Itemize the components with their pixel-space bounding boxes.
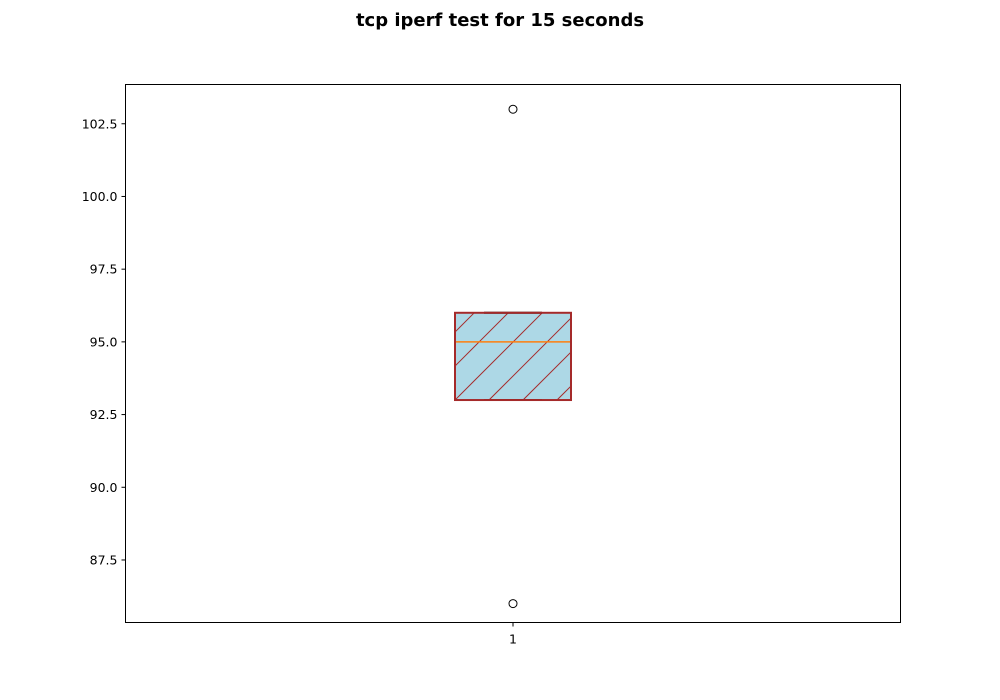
y-tick-label: 102.5 xyxy=(82,116,118,131)
boxplot-group xyxy=(454,104,572,609)
box-fill xyxy=(455,312,571,401)
y-axis: 87.5 90.0 92.5 95.0 97.5 100.0 102.5 xyxy=(82,116,126,567)
box-outline xyxy=(454,311,572,402)
y-tick-label: 95.0 xyxy=(90,334,118,349)
hatch-line xyxy=(488,317,571,401)
outlier-point xyxy=(508,104,518,114)
y-tick-label: 97.5 xyxy=(90,262,118,277)
chart-title: tcp iperf test for 15 seconds xyxy=(355,10,645,31)
hatch-line xyxy=(455,312,543,401)
y-tick-label: 100.0 xyxy=(82,189,118,204)
y-tick-label: 90.0 xyxy=(90,480,118,495)
outlier-point xyxy=(508,599,518,609)
box-hatch xyxy=(455,312,571,401)
x-axis: 1 xyxy=(509,622,517,647)
hatch-line xyxy=(455,312,509,367)
y-tick-label: 92.5 xyxy=(90,407,118,422)
x-tick-label: 1 xyxy=(509,632,517,647)
hatch-line xyxy=(455,312,475,333)
hatch-line xyxy=(522,351,571,401)
y-tick-label: 87.5 xyxy=(90,552,118,567)
